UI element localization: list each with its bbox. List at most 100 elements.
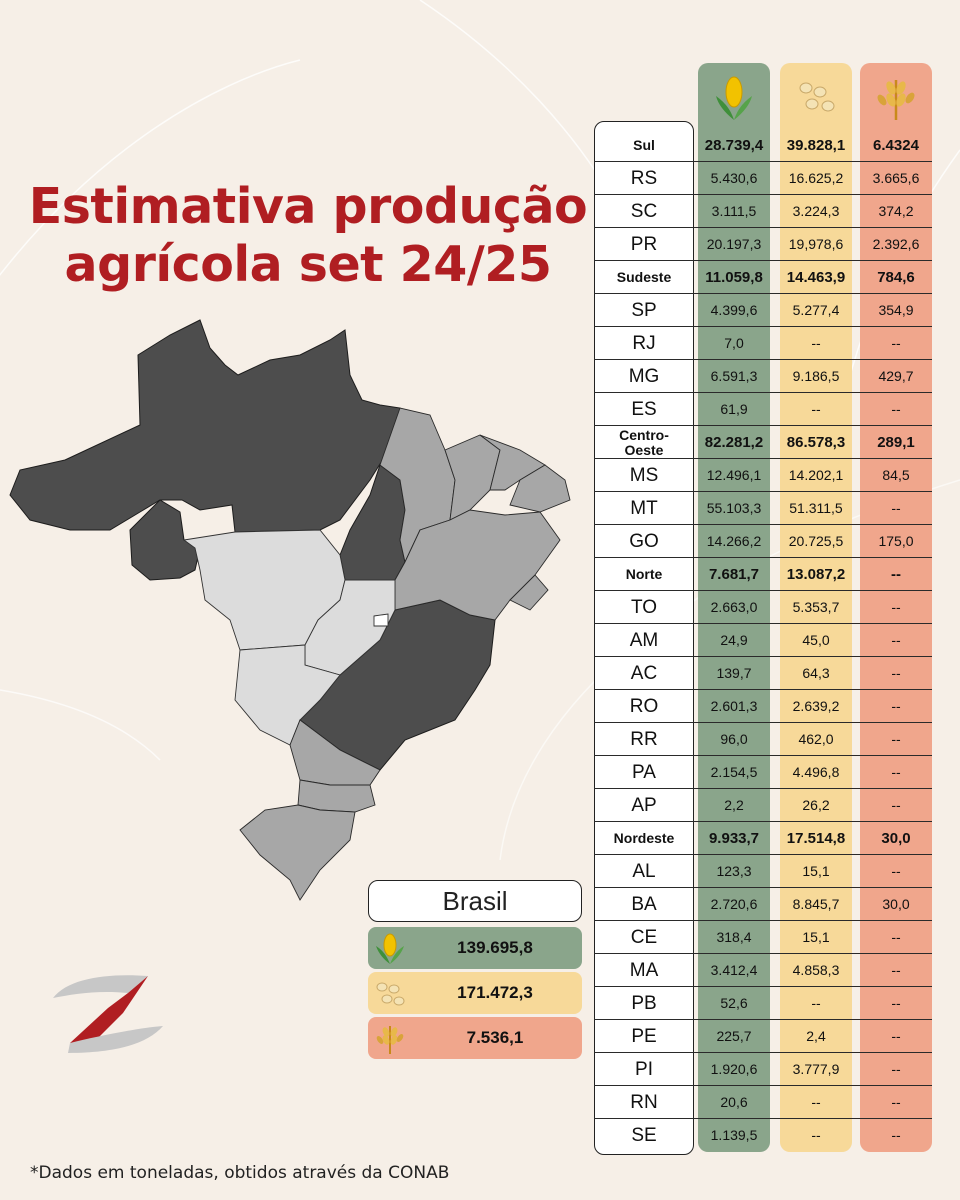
brazil-map <box>9 319 571 901</box>
state-row: MS 12.496,1 14.202,1 84,5 <box>594 459 932 492</box>
wheat-value: 2.392,6 <box>872 236 920 252</box>
soy-value: 39.828,1 <box>786 137 846 154</box>
corn-value: 20.197,3 <box>706 236 762 252</box>
wheat-value: 84,5 <box>882 467 910 483</box>
corn-icon <box>716 76 752 120</box>
soy-value: 2.639,2 <box>792 698 840 714</box>
wheat-value: -- <box>891 1094 901 1110</box>
wheat-value: 30,0 <box>882 896 910 912</box>
wheat-value: 429,7 <box>878 368 914 384</box>
region-row: Centro- Oeste 82.281,2 86.578,3 289,1 <box>594 426 932 459</box>
corn-value: 9.933,7 <box>708 830 760 847</box>
corn-value: 6.591,3 <box>710 368 758 384</box>
soy-value: 15,1 <box>802 929 830 945</box>
state-name: SC <box>630 201 658 222</box>
soy-value: 15,1 <box>802 863 830 879</box>
wheat-value: -- <box>891 1061 901 1077</box>
wheat-value: 289,1 <box>877 434 915 451</box>
state-row: AL 123,3 15,1 -- <box>594 855 932 888</box>
wheat-icon <box>877 80 915 120</box>
corn-icon <box>376 933 404 964</box>
soy-value: 4.858,3 <box>792 962 840 978</box>
corn-value: 28.739,4 <box>704 137 764 154</box>
soy-value: -- <box>811 1127 821 1143</box>
state-name: MT <box>630 498 658 519</box>
state-name: MG <box>628 366 660 387</box>
soy-value: 16.625,2 <box>788 170 844 186</box>
soy-value: 20.725,5 <box>788 533 844 549</box>
region-name: Nordeste <box>613 830 675 846</box>
corn-value: 3.412,4 <box>710 962 758 978</box>
state-row: AP 2,2 26,2 -- <box>594 789 932 822</box>
corn-value: 1.139,5 <box>710 1127 758 1143</box>
soy-value: 14.463,9 <box>786 269 846 286</box>
wheat-icon <box>376 1026 404 1054</box>
soy-value: 45,0 <box>802 632 830 648</box>
brasil-label: Brasil <box>368 880 582 922</box>
corn-value: 24,9 <box>720 632 748 648</box>
wheat-value: -- <box>891 599 901 615</box>
soy-value: 26,2 <box>802 797 830 813</box>
soy-value: 64,3 <box>802 665 830 681</box>
state-row: CE 318,4 15,1 -- <box>594 921 932 954</box>
region-row: Norte 7.681,7 13.087,2 -- <box>594 558 932 591</box>
state-row: PB 52,6 -- -- <box>594 987 932 1020</box>
soy-value: 14.202,1 <box>788 467 844 483</box>
footnote: *Dados em toneladas, obtidos através da … <box>30 1163 450 1183</box>
soybean-icon <box>376 982 405 1006</box>
wheat-value: -- <box>891 929 901 945</box>
wheat-value: -- <box>891 335 901 351</box>
soybean-icon <box>799 82 835 112</box>
state-row: MT 55.103,3 51.311,5 -- <box>594 492 932 525</box>
state-name: RS <box>630 168 658 189</box>
corn-value: 2.154,5 <box>710 764 758 780</box>
wheat-value: -- <box>891 401 901 417</box>
corn-value: 2.663,0 <box>710 599 758 615</box>
corn-value: 139,7 <box>716 665 752 681</box>
corn-value: 318,4 <box>716 929 752 945</box>
corn-value: 61,9 <box>720 401 748 417</box>
state-row: MG 6.591,3 9.186,5 429,7 <box>594 360 932 393</box>
production-table: Sul 28.739,4 39.828,1 6.4324 RS 5.430,6 16.625… <box>594 129 932 1152</box>
soy-value: 13.087,2 <box>786 566 846 583</box>
state-name: AP <box>631 795 657 816</box>
state-name: AM <box>629 630 659 651</box>
state-row: MA 3.412,4 4.858,3 -- <box>594 954 932 987</box>
corn-value: 20,6 <box>720 1094 748 1110</box>
soy-value: 4.496,8 <box>792 764 840 780</box>
wheat-value: 354,9 <box>878 302 914 318</box>
corn-value: 2.601,3 <box>710 698 758 714</box>
state-name: RR <box>630 729 658 750</box>
soy-value: 86.578,3 <box>786 434 846 451</box>
corn-value: 225,7 <box>716 1028 752 1044</box>
state-name: PE <box>631 1026 657 1047</box>
state-name: SE <box>631 1125 657 1146</box>
state-row: RJ 7,0 -- -- <box>594 327 932 360</box>
state-name: RJ <box>632 333 656 354</box>
wheat-value: -- <box>891 797 901 813</box>
soy-value: 19,978,6 <box>788 236 844 252</box>
brasil-corn-total: 139.695,8 <box>368 927 582 969</box>
state-row: AM 24,9 45,0 -- <box>594 624 932 657</box>
state-name: BA <box>631 894 657 915</box>
wheat-value: 6.4324 <box>873 137 919 154</box>
state-row: BA 2.720,6 8.845,7 30,0 <box>594 888 932 921</box>
state-name: PR <box>630 234 658 255</box>
soy-value: -- <box>811 335 821 351</box>
corn-value: 11.059,8 <box>705 269 763 286</box>
brasil-soy-value: 171.472,3 <box>457 983 533 1002</box>
state-name: SP <box>631 300 657 321</box>
soy-value: 9.186,5 <box>792 368 840 384</box>
state-name: MS <box>629 465 659 486</box>
region-row: Sudeste 11.059,8 14.463,9 784,6 <box>594 261 932 294</box>
soy-column <box>780 63 852 1152</box>
brasil-soy-total: 171.472,3 <box>368 972 582 1014</box>
state-row: RS 5.430,6 16.625,2 3.665,6 <box>594 162 932 195</box>
state-row: RO 2.601,3 2.639,2 -- <box>594 690 932 723</box>
corn-value: 1.920,6 <box>710 1061 758 1077</box>
wheat-value: 374,2 <box>878 203 914 219</box>
state-name: PA <box>632 762 656 783</box>
state-name: ES <box>631 399 657 420</box>
wheat-value: -- <box>891 1127 901 1143</box>
page-title: Estimativa produção agrícola set 24/25 <box>28 178 588 293</box>
